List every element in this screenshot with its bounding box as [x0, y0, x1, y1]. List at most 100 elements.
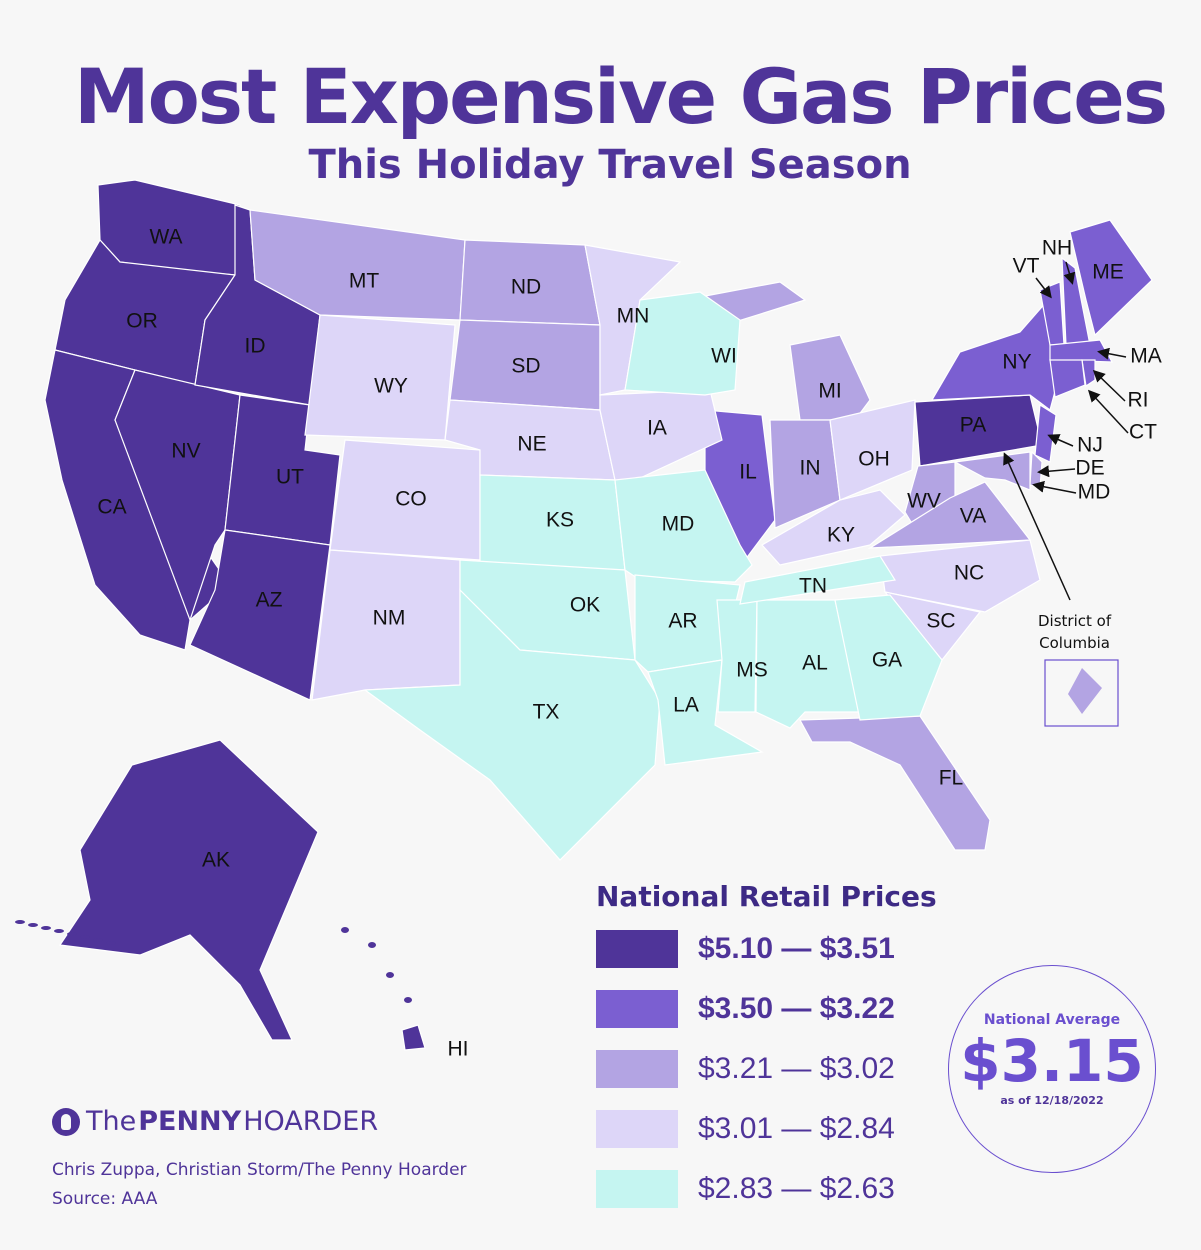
state-label-ne: NE [517, 433, 546, 456]
credit-text: Chris Zuppa, Christian Storm/The Penny H… [52, 1160, 467, 1180]
legend-label: $2.83 — $2.63 [698, 1172, 895, 1205]
state-label-me: ME [1092, 261, 1124, 284]
state-label-sc: SC [926, 610, 955, 633]
state-ms [716, 599, 758, 713]
legend-label: $3.50 — $3.22 [698, 992, 895, 1025]
state-label-oh: OH [858, 448, 890, 471]
aleutian-island [67, 932, 77, 936]
state-label-ar: AR [668, 610, 697, 633]
state-label-ca: CA [97, 496, 126, 519]
state-label-nj: NJ [1077, 434, 1103, 457]
state-label-la: LA [673, 694, 699, 717]
dc-inset-box [1044, 659, 1119, 727]
legend-item: $3.50 — $3.22 [596, 989, 895, 1029]
legend-swatch [596, 1170, 678, 1208]
state-label-wv: WV [907, 490, 941, 513]
state-label-al: AL [802, 652, 828, 675]
state-label-ri: RI [1128, 389, 1149, 412]
state-label-ks: KS [546, 509, 574, 532]
dc-label: District of Columbia [1038, 610, 1111, 654]
state-label-il: IL [739, 461, 757, 484]
arrow-ct [1087, 389, 1129, 434]
legend-item: $3.01 — $2.84 [596, 1109, 895, 1149]
legend-item: $5.10 — $3.51 [596, 929, 895, 969]
legend-label: $3.21 — $3.02 [698, 1052, 895, 1085]
arrow-ri [1092, 369, 1126, 402]
state-mt [249, 209, 466, 321]
logo-hoarder: HOARDER [243, 1106, 379, 1137]
state-label-tn: TN [799, 575, 827, 598]
state-label-hi: HI [448, 1038, 469, 1061]
aleutian-island [93, 938, 103, 942]
legend-swatch [596, 930, 678, 968]
dc-label-line1: District of [1038, 612, 1112, 630]
legend-label: $3.01 — $2.84 [698, 1112, 895, 1145]
arrow-de [1037, 465, 1076, 478]
state-label-nc: NC [954, 562, 984, 585]
state-tn [739, 555, 896, 605]
arrow-nh [1063, 261, 1076, 285]
state-label-id: ID [245, 335, 266, 358]
legend-title: National Retail Prices [596, 880, 937, 913]
legend-item: $3.21 — $3.02 [596, 1049, 895, 1089]
hawaii-island [386, 972, 394, 978]
national-average-value: $3.15 [960, 1027, 1144, 1095]
hawaii-island [341, 927, 349, 933]
state-label-tx: TX [533, 701, 560, 724]
hawaii-island [404, 997, 412, 1003]
state-label-nd: ND [511, 276, 541, 299]
state-label-wi: WI [711, 345, 737, 368]
state-tx [363, 588, 661, 861]
national-average-date: as of 12/18/2022 [1000, 1094, 1104, 1107]
source-text: Source: AAA [52, 1189, 158, 1209]
state-va [867, 481, 1032, 549]
state-ky [761, 489, 906, 566]
state-ma [1049, 339, 1114, 363]
aleutian-island [54, 929, 64, 933]
arrow-md [1032, 480, 1077, 494]
hawaii-island [368, 942, 376, 948]
state-label-ny: NY [1002, 351, 1031, 374]
logo-the: The [86, 1106, 137, 1137]
aleutian-island [106, 941, 116, 945]
state-fl [799, 715, 991, 851]
state-ga [834, 594, 943, 721]
arrow-nj [1047, 434, 1074, 447]
aleutian-island [41, 926, 51, 930]
legend-swatch [596, 1110, 678, 1148]
arrow-vt [1035, 277, 1052, 299]
penny-hoarder-logo: The PENNY HOARDER [52, 1106, 378, 1137]
arrow-ma [1097, 347, 1127, 360]
page-title: Most Expensive Gas Prices [73, 52, 1168, 141]
state-label-in: IN [800, 457, 821, 480]
aleutian-island [15, 920, 25, 924]
state-label-ky: KY [827, 524, 855, 547]
state-label-fl: FL [939, 767, 964, 790]
state-label-ms: MS [736, 659, 768, 682]
national-average-badge: National Average $3.15 as of 12/18/2022 [948, 965, 1156, 1173]
state-label-md: MD [1078, 481, 1111, 504]
logo-penny: PENNY [138, 1106, 242, 1137]
state-label-wa: WA [149, 226, 182, 249]
state-hi [401, 1024, 426, 1051]
state-label-ma: MA [1130, 345, 1162, 368]
state-label-ct: CT [1129, 421, 1157, 444]
aleutian-island [80, 935, 90, 939]
state-label-az: AZ [256, 589, 283, 612]
state-label-ut: UT [276, 466, 304, 489]
state-label-sd: SD [511, 355, 540, 378]
state-mi [789, 334, 871, 421]
state-az [189, 529, 331, 701]
state-label-nh: NH [1042, 237, 1072, 260]
state-label-nm: NM [373, 607, 406, 630]
state-nj [1034, 403, 1057, 463]
state-label-mi: MI [818, 380, 841, 403]
legend-swatch [596, 990, 678, 1028]
state-label-ia: IA [647, 417, 667, 440]
legend-label: $5.10 — $3.51 [698, 932, 895, 965]
state-label-ga: GA [872, 649, 902, 672]
state-label-de: DE [1075, 457, 1104, 480]
state-label-pa: PA [960, 414, 986, 437]
